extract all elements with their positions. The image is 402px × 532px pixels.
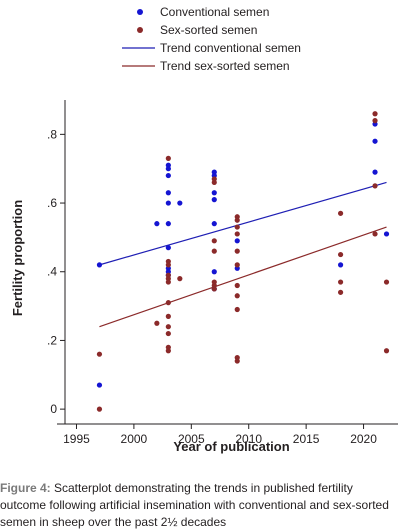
data-point <box>211 238 217 244</box>
trend-line <box>99 226 387 328</box>
data-point <box>177 200 183 206</box>
legend-marker <box>137 9 143 15</box>
data-point <box>234 358 240 364</box>
data-point <box>383 279 390 285</box>
data-point <box>96 262 103 268</box>
y-tick-label: .6 <box>47 196 57 210</box>
figure-caption: Figure 4: Scatterplot demonstrating the … <box>0 480 400 531</box>
data-point <box>337 262 344 268</box>
data-point <box>154 320 160 326</box>
trend-line <box>99 181 387 266</box>
data-point <box>165 155 171 161</box>
x-axis-title: Year of publication <box>173 439 289 454</box>
data-point <box>165 279 171 285</box>
data-point <box>337 289 344 295</box>
x-tick-label: 2005 <box>178 432 205 446</box>
data-point <box>337 251 344 258</box>
data-point <box>337 210 344 216</box>
data-point <box>372 118 378 124</box>
data-point <box>211 269 217 275</box>
data-point <box>337 279 344 285</box>
caption-label: Figure 4: <box>0 481 51 495</box>
trend-lines <box>99 181 387 328</box>
data-point <box>211 197 217 203</box>
data-point <box>383 348 390 354</box>
y-tick-label: .2 <box>47 333 57 347</box>
x-tick-label: 2000 <box>121 432 148 446</box>
data-point <box>96 406 103 412</box>
x-tick-label: 1995 <box>63 432 90 446</box>
data-point <box>234 262 240 268</box>
data-point <box>165 324 171 330</box>
data-point <box>165 245 171 251</box>
data-point <box>234 293 240 299</box>
data-points <box>96 111 390 412</box>
data-point <box>165 221 171 227</box>
scatter-chart: Conventional semen Sex-sorted semen Trend … <box>10 5 398 454</box>
data-point <box>165 262 171 268</box>
data-point <box>165 172 171 179</box>
data-point <box>211 179 217 186</box>
data-point <box>165 200 171 206</box>
data-point <box>234 224 240 230</box>
data-point <box>372 231 378 237</box>
data-point <box>165 348 171 354</box>
data-point <box>211 286 217 292</box>
data-point <box>372 111 378 117</box>
data-point <box>383 231 390 237</box>
data-point <box>234 248 240 254</box>
x-tick-label: 2010 <box>235 432 262 446</box>
legend-marker <box>137 27 143 33</box>
chart-legend: Conventional semen Sex-sorted semen Trend … <box>122 5 301 73</box>
legend-label: Sex-sorted semen <box>160 23 257 37</box>
y-tick-label: .8 <box>47 127 57 141</box>
data-point <box>234 231 240 237</box>
data-point <box>234 282 240 289</box>
data-point <box>165 300 171 306</box>
legend-label: Trend sex-sorted semen <box>160 59 290 73</box>
data-point <box>96 351 103 357</box>
data-point <box>165 330 171 337</box>
x-tick-label: 2020 <box>350 432 377 446</box>
data-point <box>96 382 103 388</box>
y-tick-label: 0 <box>50 402 57 416</box>
data-point <box>372 169 378 175</box>
data-point <box>177 276 183 282</box>
caption-text: Scatterplot demonstrating the trends in … <box>0 481 389 529</box>
y-tick-label: .4 <box>47 265 57 279</box>
data-point <box>234 217 240 223</box>
legend-label: Trend conventional semen <box>160 41 301 55</box>
data-point <box>211 248 217 254</box>
data-point <box>372 183 378 189</box>
chart-axes: 0 .2 .4 .6 .8 1995 2000 2005 2010 2015 2020 Year of… <box>10 100 398 454</box>
data-point <box>234 238 240 244</box>
data-point <box>154 221 160 227</box>
data-point <box>234 306 240 313</box>
data-point <box>165 313 171 319</box>
data-point <box>372 138 378 144</box>
data-point <box>165 166 171 172</box>
data-point <box>165 190 171 196</box>
y-axis-title: Fertility proportion <box>10 200 25 316</box>
x-tick-label: 2015 <box>293 432 320 446</box>
data-point <box>211 221 217 227</box>
legend-label: Conventional semen <box>160 5 269 19</box>
data-point <box>211 190 217 196</box>
